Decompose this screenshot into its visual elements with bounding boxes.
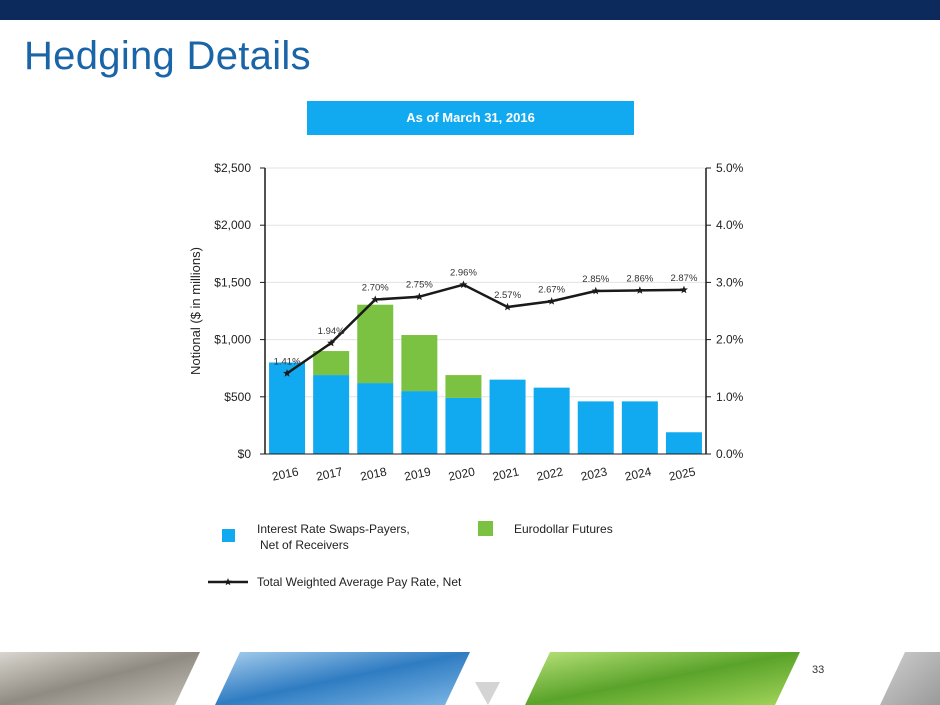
rate-data-label: 2.86% — [626, 273, 653, 284]
rate-data-label: 2.85% — [582, 274, 609, 285]
x-tick-label: 2024 — [624, 464, 653, 483]
y-tick-label: $2,000 — [214, 218, 251, 232]
legend-swatch-futures — [478, 521, 493, 536]
y-tick-label: $0 — [238, 447, 252, 461]
futures-bar — [445, 375, 482, 398]
legend-swatch-swaps — [222, 529, 235, 542]
rate-marker — [591, 286, 600, 295]
y2-tick-label: 3.0% — [716, 275, 744, 289]
x-tick-label: 2021 — [491, 464, 520, 483]
rate-data-label: 2.96% — [450, 268, 477, 279]
top-banner — [0, 0, 940, 20]
swaps-bar — [665, 432, 702, 454]
y2-tick-label: 1.0% — [716, 390, 744, 404]
x-tick-label: 2025 — [668, 464, 697, 483]
swaps-bar — [489, 379, 526, 454]
page-title: Hedging Details — [24, 34, 311, 78]
legend-label-rate: Total Weighted Average Pay Rate, Net — [257, 575, 462, 589]
rate-marker — [503, 302, 512, 311]
swaps-bar — [577, 401, 614, 454]
rate-marker — [371, 295, 380, 303]
legend: Interest Rate Swaps-Payers, Net of Receiv… — [208, 521, 613, 589]
y-tick-label: $1,500 — [214, 275, 251, 289]
swaps-bar — [445, 397, 482, 454]
legend-label-futures: Eurodollar Futures — [514, 522, 613, 536]
rate-data-label: 1.94% — [318, 326, 345, 337]
rate-data-label: 2.87% — [670, 273, 697, 284]
rate-marker — [547, 297, 556, 305]
x-tick-label: 2022 — [535, 464, 564, 483]
x-tick-label: 2023 — [579, 464, 608, 483]
x-tick-label: 2018 — [359, 464, 388, 483]
y2-tick-label: 5.0% — [716, 161, 744, 175]
futures-bar — [401, 335, 438, 392]
rate-marker — [459, 280, 468, 289]
y2-tick-label: 2.0% — [716, 333, 744, 347]
swaps-bar — [357, 383, 394, 454]
swaps-bar — [533, 387, 570, 454]
grey-triangle — [475, 682, 500, 705]
x-tick-label: 2019 — [403, 464, 432, 483]
y-tick-label: $500 — [224, 390, 251, 404]
swaps-bar — [401, 391, 438, 454]
axes: $0 $500 $1,000 $1,500 $2,000 $2,500 0.0% 1.0% 2.… — [188, 161, 744, 484]
page-number: 33 — [812, 664, 825, 676]
grey-block — [880, 652, 940, 705]
rate-data-label: 2.70% — [362, 283, 389, 294]
rate-data-label: 1.41% — [274, 356, 301, 367]
y2-tick-label: 4.0% — [716, 218, 744, 232]
rate-marker — [635, 286, 644, 294]
rate-marker — [415, 292, 424, 301]
futures-bar — [313, 351, 350, 376]
x-tick-label: 2017 — [315, 464, 344, 483]
x-tick-label: 2020 — [447, 464, 476, 483]
futures-bar — [357, 304, 394, 384]
footer-image-strip — [0, 652, 940, 705]
rate-data-label: 2.67% — [538, 284, 565, 295]
rate-marker — [327, 338, 336, 347]
rate-data-label: 2.75% — [406, 280, 433, 291]
legend-marker-rate — [224, 578, 232, 586]
rate-line — [283, 280, 688, 377]
rate-data-label: 2.57% — [494, 290, 521, 301]
swaps-bar — [621, 401, 658, 454]
as-of-date-banner: As of March 31, 2016 — [307, 101, 634, 135]
rate-marker — [283, 369, 292, 377]
data-labels: 1.41% 1.94% 2.70% 2.75% 2.96% 2.57% 2.67% 2.85%… — [274, 268, 698, 368]
legend-label-swaps: Interest Rate Swaps-Payers, Net of Receiv… — [257, 522, 410, 552]
rope-image — [0, 652, 200, 705]
leaf-image — [525, 652, 800, 705]
rate-line-path — [286, 283, 684, 375]
y-axis-title: Notional ($ in millions) — [188, 247, 203, 375]
rate-marker — [679, 285, 688, 294]
y2-tick-label: 0.0% — [716, 447, 744, 461]
sky-image — [215, 652, 470, 705]
y-tick-label: $2,500 — [214, 161, 251, 175]
y-tick-label: $1,000 — [214, 333, 251, 347]
x-tick-label: 2016 — [271, 464, 300, 483]
swaps-bar — [269, 362, 306, 454]
swaps-bar — [313, 375, 350, 454]
bars — [269, 304, 702, 454]
